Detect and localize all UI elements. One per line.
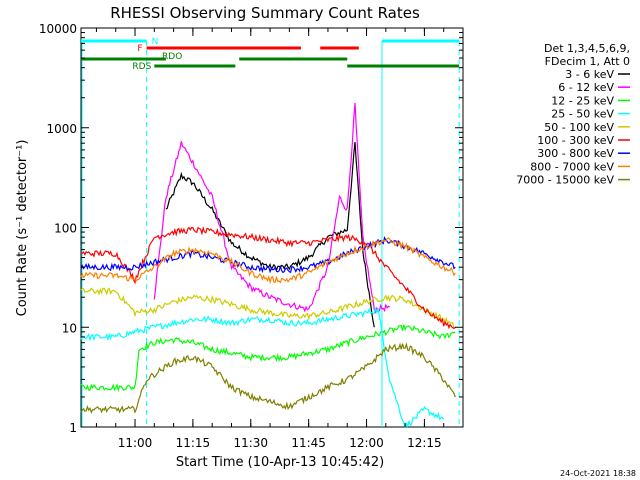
flags-layer: NF RDO RDS — [81, 37, 460, 427]
flag-label-rdo: RDO — [162, 52, 182, 62]
chart-title: RHESSI Observing Summary Count Rates — [110, 4, 420, 22]
x-tick-label: 11:00 — [118, 436, 153, 450]
legend-entry-6-12-kev: 6 - 12 keV — [558, 81, 614, 94]
x-tick-label: 12:15 — [407, 436, 442, 450]
series-line-25-50-kev — [80, 306, 445, 429]
legend-entry-3-6-kev: 3 - 6 keV — [565, 68, 614, 81]
x-tick-label: 11:45 — [291, 436, 326, 450]
flag-label-n: N — [152, 37, 159, 47]
series-line-100-300-kev — [80, 225, 456, 330]
x-tick-label: 11:30 — [233, 436, 268, 450]
flag-label-rds: RDS — [132, 62, 151, 72]
legend-entry-12-25-kev: 12 - 25 keV — [551, 94, 614, 107]
ticks-layer: 11:00 11:15 11:30 11:45 12:00 12:15 1 10 100 1000… — [39, 22, 464, 450]
series-line-6-12-kev — [153, 102, 390, 314]
series-line-12-25-kev — [80, 324, 456, 393]
x-tick-label: 12:00 — [349, 436, 384, 450]
legend-entry-800-7000-kev: 800 - 7000 keV — [530, 160, 614, 173]
footer-date: 24-Oct-2021 18:38 — [560, 469, 636, 478]
series-line-50-100-kev — [80, 287, 456, 330]
y-tick-label: 10000 — [39, 22, 77, 36]
x-axis-label: Start Time (10-Apr-13 10:45:42) — [176, 455, 384, 470]
legend-entry-300-800-kev: 300 - 800 keV — [537, 147, 614, 160]
legend-entry-7000-15000-kev: 7000 - 15000 keV — [516, 174, 614, 187]
legend: Det 1,3,4,5,6,9,FDecim 1, Att 03 - 6 keV… — [516, 42, 630, 187]
y-axis-label: Count Rate (s⁻¹ detector⁻¹) — [15, 140, 30, 317]
legend-entry-25-50-kev: 25 - 50 keV — [551, 108, 614, 121]
legend-header-line: Det 1,3,4,5,6,9, — [544, 42, 630, 55]
y-tick-label: 100 — [54, 222, 77, 236]
y-tick-label: 1 — [69, 421, 77, 435]
series-line-800-7000-kev — [80, 237, 456, 285]
series-layer — [80, 102, 456, 429]
flag-label-f: F — [137, 44, 142, 54]
legend-header-line: FDecim 1, Att 0 — [545, 55, 630, 68]
series-line-7000-15000-kev — [80, 342, 456, 415]
legend-entry-100-300-kev: 100 - 300 keV — [537, 134, 614, 147]
x-tick-label: 11:15 — [176, 436, 211, 450]
y-tick-label: 1000 — [46, 122, 77, 136]
legend-entry-50-100-kev: 50 - 100 keV — [544, 121, 614, 134]
y-tick-label: 10 — [62, 321, 77, 335]
